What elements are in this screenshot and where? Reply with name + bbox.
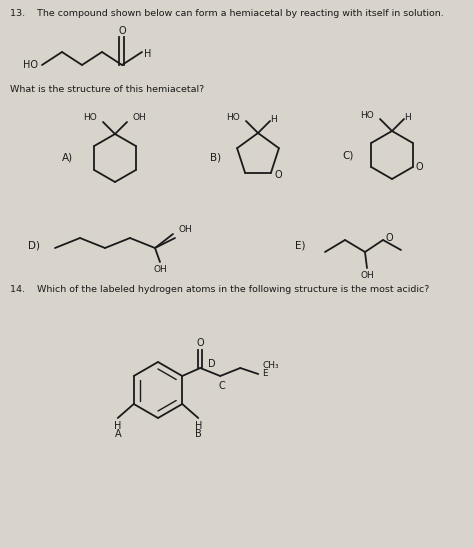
- Text: B): B): [210, 153, 221, 163]
- Text: E: E: [262, 369, 268, 379]
- Text: D: D: [209, 359, 216, 369]
- Text: HO: HO: [23, 60, 38, 70]
- Text: H: H: [194, 421, 202, 431]
- Text: O: O: [196, 338, 204, 348]
- Text: O: O: [385, 233, 393, 243]
- Text: C): C): [342, 150, 354, 160]
- Text: A): A): [62, 153, 73, 163]
- Text: O: O: [416, 162, 424, 172]
- Text: HO: HO: [360, 111, 374, 119]
- Text: D): D): [28, 240, 40, 250]
- Text: 13.    The compound shown below can form a hemiacetal by reacting with itself in: 13. The compound shown below can form a …: [10, 9, 444, 18]
- Text: O: O: [274, 170, 282, 180]
- Text: B: B: [195, 429, 201, 439]
- Text: H: H: [271, 115, 277, 123]
- Text: OH: OH: [360, 271, 374, 281]
- Text: H: H: [405, 112, 411, 122]
- Text: CH₃: CH₃: [262, 362, 279, 370]
- Text: What is the structure of this hemiacetal?: What is the structure of this hemiacetal…: [10, 85, 204, 94]
- Text: O: O: [118, 26, 126, 36]
- Text: C: C: [219, 381, 226, 391]
- Text: OH: OH: [179, 225, 193, 235]
- Text: E): E): [295, 240, 306, 250]
- Text: OH: OH: [153, 265, 167, 275]
- Text: A: A: [114, 429, 121, 439]
- Text: OH: OH: [133, 113, 147, 123]
- Text: HO: HO: [226, 112, 240, 122]
- Text: H: H: [144, 49, 152, 59]
- Text: H: H: [114, 421, 121, 431]
- Text: 14.    Which of the labeled hydrogen atoms in the following structure is the mos: 14. Which of the labeled hydrogen atoms …: [10, 286, 429, 294]
- Text: HO: HO: [83, 113, 97, 123]
